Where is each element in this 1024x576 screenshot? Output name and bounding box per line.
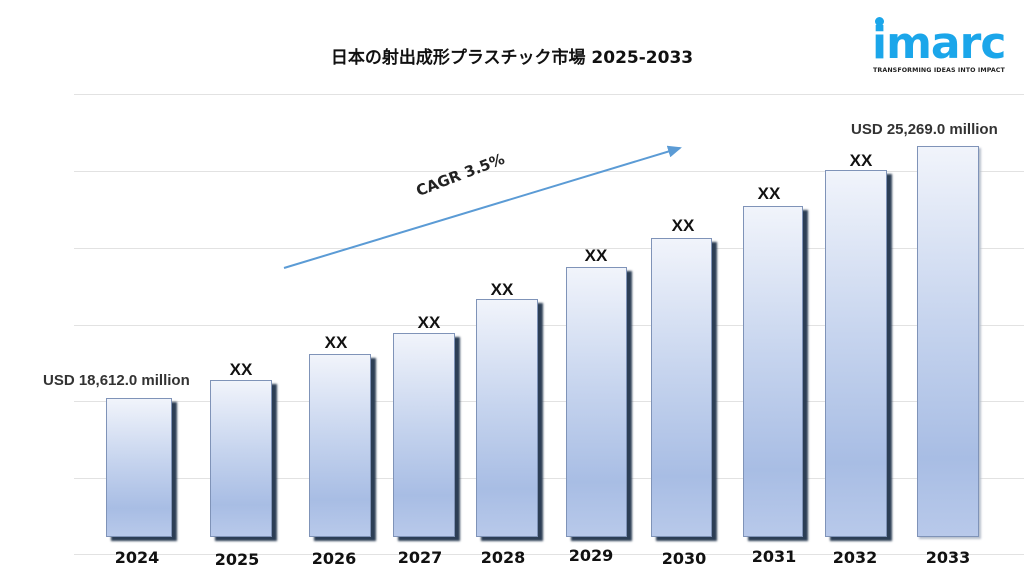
x-axis-label: 2030 bbox=[661, 549, 707, 568]
x-axis-label: 2031 bbox=[751, 547, 797, 566]
start-value-label: USD 18,612.0 million bbox=[43, 372, 190, 389]
bar-2028 bbox=[476, 299, 538, 537]
end-value-label: USD 25,269.0 million bbox=[851, 121, 998, 138]
gridline bbox=[74, 248, 1024, 249]
gridline bbox=[74, 325, 1024, 326]
bar-value-label: XX bbox=[671, 216, 695, 235]
x-axis-label: 2025 bbox=[214, 550, 260, 569]
bar-2032 bbox=[825, 170, 887, 537]
bar-value-label: XX bbox=[849, 151, 873, 170]
x-axis-label: 2028 bbox=[480, 548, 526, 567]
bar-2026 bbox=[309, 354, 371, 537]
bar-2029 bbox=[566, 267, 627, 537]
bar-2033 bbox=[917, 146, 979, 537]
bar-2024 bbox=[106, 398, 172, 537]
x-axis-label: 2032 bbox=[832, 548, 878, 567]
gridline bbox=[74, 171, 1024, 172]
logo-tagline: TRANSFORMING IDEAS INTO IMPACT bbox=[873, 67, 1005, 74]
logo-dot-icon bbox=[875, 17, 884, 26]
bar-value-label: XX bbox=[324, 333, 348, 352]
imarc-logo: imarc TRANSFORMING IDEAS INTO IMPACT bbox=[868, 14, 1018, 74]
bar-value-label: XX bbox=[584, 246, 608, 265]
x-axis-label: 2033 bbox=[925, 548, 971, 567]
bar-2025 bbox=[210, 380, 272, 537]
gridline bbox=[74, 554, 1024, 555]
bar-2030 bbox=[651, 238, 712, 537]
bar-value-label: XX bbox=[417, 313, 441, 332]
x-axis-label: 2024 bbox=[114, 548, 160, 567]
x-axis-label: 2027 bbox=[397, 548, 443, 567]
bar-value-label: XX bbox=[757, 184, 781, 203]
gridline bbox=[74, 94, 1024, 95]
bar-2031 bbox=[743, 206, 803, 537]
x-axis-label: 2026 bbox=[311, 549, 357, 568]
gridline bbox=[74, 478, 1024, 479]
chart-title: 日本の射出成形プラスチック市場 2025-2033 bbox=[330, 48, 694, 68]
gridline bbox=[74, 401, 1024, 402]
bar-value-label: XX bbox=[490, 280, 514, 299]
logo-wordmark: imarc bbox=[872, 18, 1006, 69]
bar-value-label: XX bbox=[229, 360, 253, 379]
bar-2027 bbox=[393, 333, 455, 537]
x-axis-label: 2029 bbox=[568, 546, 614, 565]
